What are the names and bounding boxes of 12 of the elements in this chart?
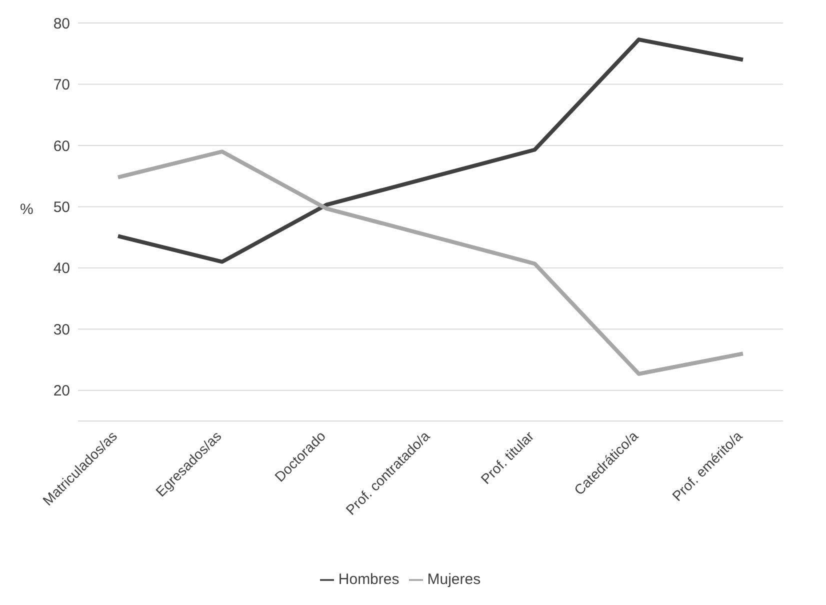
y-tick-label: 30	[53, 321, 70, 338]
y-tick-label: 70	[53, 76, 70, 94]
line-series	[116, 38, 745, 264]
legend-label: Hombres	[338, 571, 400, 588]
y-tick-label: 50	[53, 199, 70, 216]
y-axis-title: %	[20, 201, 34, 218]
legend-label: Mujeres	[427, 571, 481, 588]
y-tick-label: 60	[53, 138, 70, 155]
y-tick-label: 40	[53, 260, 70, 278]
y-tick-label: 20	[53, 382, 70, 400]
y-tick-label: 80	[53, 15, 70, 32]
line-series	[116, 150, 745, 376]
